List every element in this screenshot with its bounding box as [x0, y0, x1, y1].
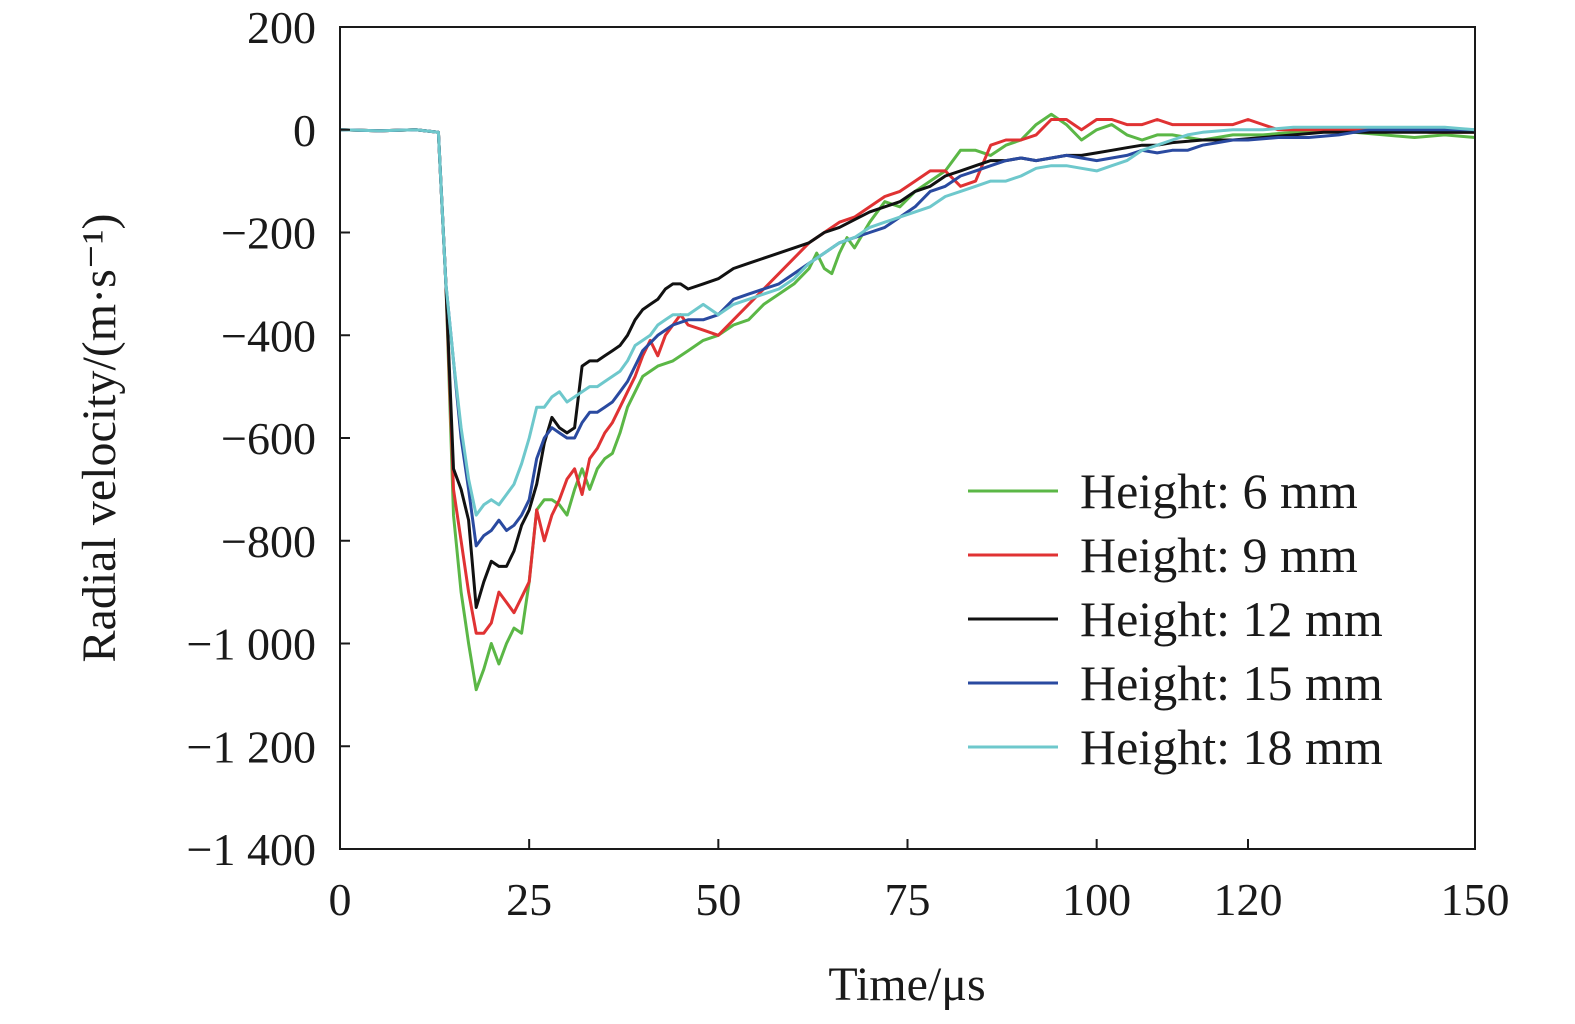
y-axis: 200 0 −200 −400 −600 −800 −1 000 −1 200 −1 400	[187, 2, 350, 875]
y-tick-label: −800	[221, 516, 316, 567]
x-tick-label: 25	[506, 874, 552, 925]
series-line-4	[339, 125, 1476, 517]
y-tick-label: −600	[221, 413, 316, 464]
x-tick-label: 150	[1441, 874, 1510, 925]
legend-label-0: Height: 6 mm	[1080, 463, 1358, 519]
legend-label-1: Height: 9 mm	[1080, 527, 1358, 583]
series-layer	[339, 112, 1476, 692]
series-line-1	[339, 118, 1475, 635]
legend-label-4: Height: 18 mm	[1080, 719, 1383, 775]
x-axis-title: Time/μs	[828, 958, 985, 1011]
x-tick-label: 100	[1062, 874, 1131, 925]
legend-label-2: Height: 12 mm	[1080, 591, 1383, 647]
y-tick-label: 200	[247, 2, 316, 53]
x-tick-label: 120	[1214, 874, 1283, 925]
y-tick-label: −1 000	[187, 619, 316, 670]
y-tick-label: −1 400	[187, 824, 316, 875]
x-axis: 0 25 50 75 100 120 150	[329, 839, 1510, 925]
y-axis-title: Radial velocity/(m·s⁻¹)	[73, 214, 126, 663]
y-tick-label: −200	[221, 208, 316, 259]
legend-label-3: Height: 15 mm	[1080, 655, 1383, 711]
series-line-2	[339, 128, 1475, 609]
y-tick-label: 0	[293, 105, 316, 156]
x-tick-label: 75	[885, 874, 931, 925]
legend: Height: 6 mm Height: 9 mm Height: 12 mm Hei…	[968, 463, 1383, 775]
x-tick-label: 0	[329, 874, 352, 925]
series-line-0	[339, 112, 1476, 692]
y-tick-label: −400	[221, 310, 316, 361]
x-tick-label: 50	[695, 874, 741, 925]
y-tick-label: −1 200	[187, 721, 316, 772]
series-line-3	[339, 128, 1475, 548]
